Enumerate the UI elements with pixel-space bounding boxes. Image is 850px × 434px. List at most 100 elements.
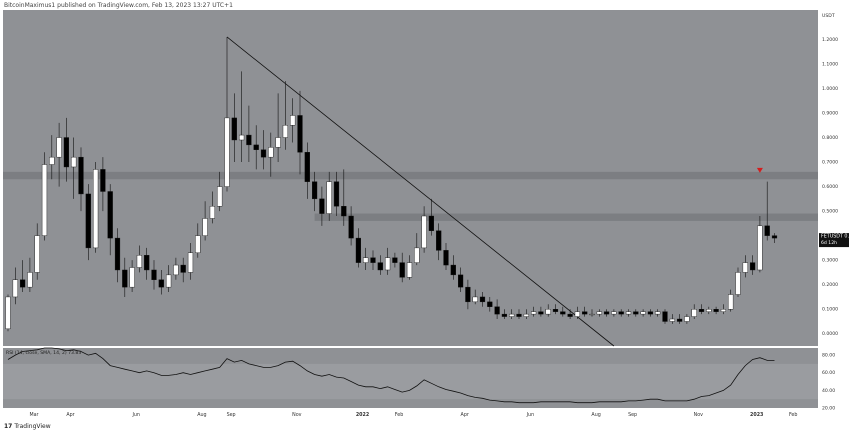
candle-body bbox=[246, 134, 252, 146]
candle-body bbox=[574, 311, 581, 317]
descending-trendline bbox=[226, 36, 615, 347]
y-tick-label: 0.7000 bbox=[822, 160, 838, 166]
candle-body bbox=[41, 164, 48, 236]
candle-body bbox=[662, 311, 668, 322]
rsi-title: RSI (14, close, SMA, 14, 2) 73.83 bbox=[6, 350, 81, 356]
y-tick-label: 0.5000 bbox=[822, 209, 838, 215]
candle-body bbox=[604, 311, 610, 315]
price-tag-symbol: FETUSDT 0.3882 bbox=[821, 234, 850, 240]
candle-body bbox=[757, 225, 763, 271]
candle-body bbox=[750, 262, 756, 271]
candle-body bbox=[771, 235, 778, 239]
candle-body bbox=[523, 313, 529, 317]
candle-body bbox=[713, 309, 719, 312]
candle-body bbox=[443, 250, 449, 266]
candle-body bbox=[187, 252, 194, 273]
candle-body bbox=[560, 311, 566, 315]
publisher-header: BitcoinMaximus1 published on TradingView… bbox=[4, 2, 233, 9]
x-tick-label: Jun bbox=[526, 412, 535, 418]
x-tick-label: Aug bbox=[591, 412, 600, 418]
candle-body bbox=[92, 169, 99, 249]
candle-body bbox=[56, 137, 62, 158]
candle-body bbox=[5, 296, 11, 330]
candle-body bbox=[319, 198, 325, 214]
candle-body bbox=[180, 264, 186, 273]
x-tick-label: Feb bbox=[789, 412, 798, 418]
y-tick-label: 1.2000 bbox=[822, 37, 838, 43]
candle-body bbox=[655, 311, 661, 315]
candle-body bbox=[764, 225, 770, 236]
y-tick-label: 0.0000 bbox=[822, 331, 838, 337]
candle-body bbox=[414, 247, 420, 263]
candle-body bbox=[487, 301, 493, 307]
candle-body bbox=[501, 313, 508, 317]
candle-body bbox=[647, 311, 654, 315]
y-tick-label: 0.2000 bbox=[822, 282, 838, 288]
candle-body bbox=[304, 152, 310, 182]
candle-body bbox=[260, 149, 267, 158]
candle-body bbox=[589, 313, 595, 316]
candle-body bbox=[63, 137, 70, 168]
candle-body bbox=[509, 313, 515, 317]
candle-body bbox=[706, 309, 712, 312]
candle-body bbox=[290, 115, 296, 126]
candle-body bbox=[122, 269, 128, 288]
candle-body bbox=[224, 117, 230, 187]
x-tick-label: Jun bbox=[131, 412, 140, 418]
candle-body bbox=[100, 169, 106, 192]
y-tick-label: 0.9000 bbox=[822, 111, 838, 117]
candle-body bbox=[399, 262, 405, 278]
candle-body bbox=[625, 311, 632, 315]
candle-body bbox=[173, 264, 179, 276]
y-tick-label: 0.3000 bbox=[822, 258, 838, 264]
candle-body bbox=[677, 318, 683, 322]
x-tick-label: Sep bbox=[227, 412, 236, 418]
candle-body bbox=[618, 311, 624, 315]
candle-body bbox=[165, 274, 172, 288]
resistance-zone-upper bbox=[3, 171, 818, 180]
candle-body bbox=[458, 274, 464, 288]
x-tick-label: 2022 bbox=[356, 412, 369, 418]
candle-body bbox=[202, 218, 208, 236]
rsi-tick-label: 40.00 bbox=[822, 388, 835, 394]
candle-body bbox=[107, 191, 113, 239]
price-tag-countdown: 6d 12h bbox=[821, 240, 837, 246]
y-tick-label: 0.1000 bbox=[822, 307, 838, 313]
candle-body bbox=[312, 181, 318, 200]
y-axis-unit: USDT bbox=[822, 13, 835, 19]
candle-body bbox=[479, 296, 486, 303]
candle-body bbox=[71, 156, 77, 168]
candle-body bbox=[406, 262, 413, 278]
candle-body bbox=[326, 181, 332, 214]
candle-body bbox=[428, 215, 435, 231]
candle-body bbox=[341, 206, 347, 217]
candle-body bbox=[363, 257, 369, 263]
candle-body bbox=[691, 309, 697, 317]
candle-body bbox=[596, 311, 602, 315]
price-tag bbox=[819, 233, 849, 248]
candle-body bbox=[494, 306, 500, 315]
candle-body bbox=[275, 137, 281, 148]
y-tick-label: 1.1000 bbox=[822, 61, 838, 67]
candle-body bbox=[355, 237, 362, 263]
candle-body bbox=[567, 313, 573, 317]
candle-body bbox=[465, 286, 471, 303]
candle-body bbox=[742, 262, 748, 273]
x-tick-label: Nov bbox=[292, 412, 302, 418]
candle-body bbox=[436, 230, 442, 251]
x-tick-label: Mar bbox=[29, 412, 38, 418]
candle-body bbox=[669, 318, 675, 322]
candle-body bbox=[531, 311, 537, 315]
candle-body bbox=[516, 313, 522, 317]
candle-body bbox=[421, 215, 427, 249]
candle-body bbox=[114, 237, 121, 271]
candle-body bbox=[282, 125, 289, 138]
x-tick-label: Nov bbox=[694, 412, 704, 418]
candle-body bbox=[611, 311, 617, 315]
candle-body bbox=[129, 267, 135, 288]
candle-body bbox=[49, 156, 55, 165]
footer: 17 TradingView bbox=[4, 423, 51, 430]
candle-body bbox=[231, 117, 237, 141]
candle-body bbox=[297, 115, 303, 153]
